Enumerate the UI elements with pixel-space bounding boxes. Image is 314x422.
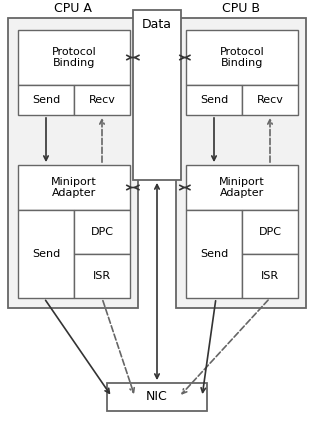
Text: Data: Data — [142, 19, 172, 32]
Text: ISR: ISR — [93, 271, 111, 281]
Text: Recv: Recv — [257, 95, 284, 105]
Text: Send: Send — [32, 95, 60, 105]
Text: DPC: DPC — [258, 227, 281, 237]
Bar — [133, 10, 181, 180]
Bar — [107, 383, 207, 411]
Bar — [18, 85, 74, 115]
Text: CPU B: CPU B — [222, 2, 260, 15]
Bar — [18, 30, 130, 85]
Text: Send: Send — [200, 95, 228, 105]
Text: Protocol
Binding: Protocol Binding — [219, 47, 264, 68]
Bar — [8, 18, 138, 308]
Text: Send: Send — [32, 249, 60, 259]
Bar — [74, 85, 130, 115]
Text: Send: Send — [200, 249, 228, 259]
Text: DPC: DPC — [90, 227, 113, 237]
Bar — [242, 210, 298, 254]
Bar — [74, 254, 130, 298]
Bar — [74, 210, 130, 254]
Bar — [242, 254, 298, 298]
Text: Protocol
Binding: Protocol Binding — [51, 47, 96, 68]
Bar — [176, 18, 306, 308]
Text: CPU A: CPU A — [54, 2, 92, 15]
Text: Miniport
Adapter: Miniport Adapter — [51, 177, 97, 198]
Bar — [186, 210, 242, 298]
Text: Miniport
Adapter: Miniport Adapter — [219, 177, 265, 198]
Bar — [186, 165, 298, 210]
Bar — [242, 85, 298, 115]
Text: ISR: ISR — [261, 271, 279, 281]
Bar — [186, 30, 298, 85]
Text: Recv: Recv — [89, 95, 116, 105]
Bar — [18, 165, 130, 210]
Bar — [18, 210, 74, 298]
Text: NIC: NIC — [146, 390, 168, 403]
Bar — [186, 85, 242, 115]
